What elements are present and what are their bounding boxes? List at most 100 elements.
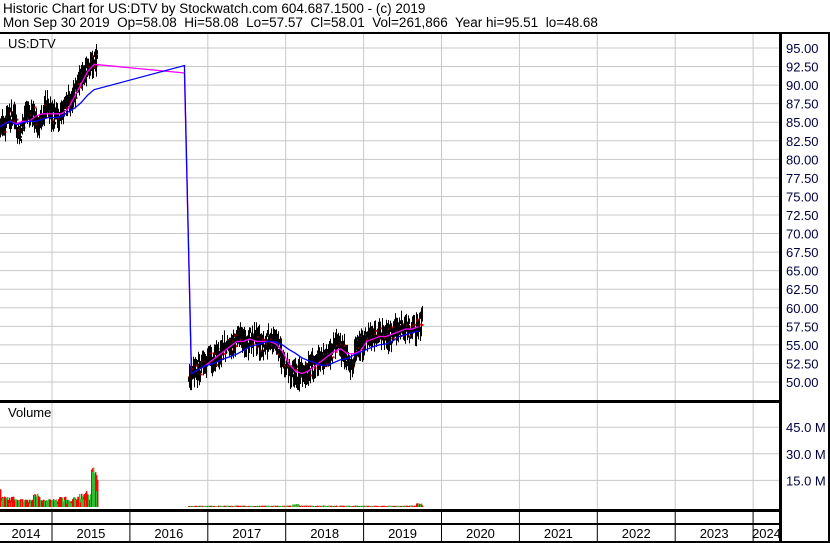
volume-bar	[214, 505, 216, 507]
volume-bar	[47, 502, 49, 507]
volume-bar	[55, 499, 57, 507]
volume-bar	[262, 505, 264, 507]
volume-bar	[356, 505, 358, 507]
volume-bar	[34, 495, 36, 507]
close-tick	[419, 323, 422, 326]
volume-bar	[82, 496, 84, 507]
price-bars	[0, 44, 424, 392]
volume-bar	[63, 501, 65, 507]
close-tick	[296, 368, 299, 371]
volume-bar	[64, 500, 66, 507]
volume-bar	[273, 505, 275, 507]
volume-bar	[245, 506, 247, 507]
volume-bar	[323, 505, 325, 507]
volume-bar	[25, 499, 27, 507]
volume-bar	[223, 506, 225, 507]
volume-bar	[244, 505, 246, 507]
volume-bar	[299, 505, 301, 507]
volume-bar	[234, 505, 236, 507]
volume-bar	[46, 499, 48, 507]
volume-bar	[339, 505, 341, 507]
volume-bar	[394, 506, 396, 507]
volume-bar	[313, 506, 315, 507]
volume-bar	[62, 498, 64, 507]
chart-header-quote: Mon Sep 30 2019 Op=58.08 Hi=58.08 Lo=57.…	[3, 15, 598, 30]
ma-long-line	[0, 64, 419, 375]
volume-bar	[288, 505, 290, 507]
volume-bar	[393, 506, 395, 507]
volume-bar	[324, 506, 326, 507]
volume-bar	[219, 505, 221, 507]
volume-bar	[279, 506, 281, 507]
volume-bar	[327, 506, 329, 507]
volume-bar	[392, 506, 394, 507]
volume-bar	[407, 505, 409, 507]
volume-bar	[20, 499, 22, 507]
volume-bar	[252, 506, 254, 507]
volume-bar	[72, 499, 74, 507]
volume-bar	[95, 475, 97, 507]
volume-bar	[358, 506, 360, 507]
volume-bar	[374, 506, 376, 507]
volume-bar	[69, 504, 71, 507]
volume-bar	[88, 495, 90, 507]
volume-bar	[342, 505, 344, 507]
volume-bar	[287, 505, 289, 507]
volume-bar	[85, 500, 87, 507]
volume-bar	[258, 505, 260, 507]
volume-bar	[74, 497, 76, 507]
volume-bar	[399, 505, 401, 507]
volume-bar	[269, 505, 271, 507]
close-tick	[421, 324, 424, 327]
volume-bar	[367, 506, 369, 507]
volume-bar	[329, 506, 331, 507]
volume-bar	[206, 506, 208, 507]
volume-bar	[240, 506, 242, 507]
volume-bar	[326, 505, 328, 507]
volume-bar	[29, 503, 31, 507]
price-tick-label: 80.00	[786, 152, 819, 167]
volume-bar	[76, 499, 78, 507]
volume-bar	[204, 506, 206, 507]
volume-bar	[92, 485, 94, 507]
symbol-label: US:DTV	[8, 36, 56, 51]
volume-bar	[196, 506, 198, 507]
volume-bar	[242, 505, 244, 507]
price-tick-label: 60.00	[786, 301, 819, 316]
volume-bar	[278, 506, 280, 507]
volume-bar	[23, 504, 25, 507]
volume-bar	[0, 499, 2, 507]
volume-bar	[22, 499, 24, 507]
price-tick-label: 70.00	[786, 227, 819, 242]
volume-bar	[301, 505, 303, 507]
volume-bar	[93, 467, 95, 507]
close-tick	[310, 374, 313, 377]
close-tick	[74, 90, 77, 93]
volume-bar	[192, 506, 194, 507]
price-tick-label: 87.50	[786, 97, 819, 112]
volume-bar	[265, 505, 267, 507]
volume-bar	[319, 506, 321, 507]
volume-bar	[372, 506, 374, 507]
volume-bar	[66, 504, 68, 507]
year-axis: 2014 2015 2016 2017 2018 2019 2020 2021 2022 2023…	[12, 526, 781, 541]
volume-bar	[39, 501, 41, 507]
volume-bar	[331, 505, 333, 507]
volume-bar	[81, 499, 83, 507]
volume-bar	[70, 502, 72, 507]
volume-bar	[271, 505, 273, 507]
volume-bar	[270, 505, 272, 507]
price-tick-label: 55.00	[786, 338, 819, 353]
volume-bar	[237, 505, 239, 507]
close-tick	[34, 106, 37, 109]
volume-bar	[413, 506, 415, 507]
price-axis: 95.00 92.50 90.00 87.50 85.00 82.50 80.00 77.50…	[786, 41, 819, 390]
volume-bar	[402, 506, 404, 507]
price-tick-label: 85.00	[786, 115, 819, 130]
volume-bar	[280, 505, 282, 507]
volume-bar	[306, 505, 308, 507]
volume-bar	[411, 505, 413, 507]
volume-bar	[317, 505, 319, 507]
volume-bar	[336, 506, 338, 507]
